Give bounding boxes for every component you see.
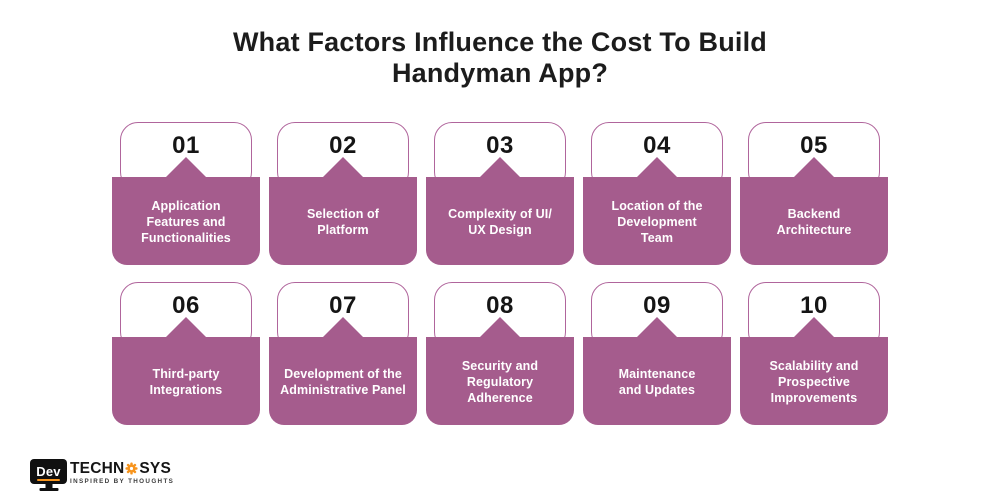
triangle-up-icon — [165, 157, 207, 178]
card-number: 10 — [800, 292, 828, 319]
triangle-up-icon — [793, 317, 835, 338]
card-label: Development of the Administrative Panel — [280, 367, 406, 397]
card-number: 04 — [643, 132, 671, 159]
triangle-up-icon — [793, 157, 835, 178]
factor-card-07: 07 Development of the Administrative Pan… — [269, 282, 417, 425]
card-row-2: 06 Third-party Integrations 07 Developme… — [112, 282, 888, 425]
card-grid: 01 Application Features and Functionalit… — [112, 122, 888, 425]
factor-card-04: 04 Location of the Development Team — [583, 122, 731, 265]
logo-tagline: INSPIRED BY THOUGHTS — [70, 478, 175, 485]
factor-card-06: 06 Third-party Integrations — [112, 282, 260, 425]
logo-brand-part2: SYS — [139, 460, 172, 477]
card-body: Development of the Administrative Panel — [269, 337, 417, 425]
card-body: Security and Regulatory Adherence — [426, 337, 574, 425]
card-number: 09 — [643, 292, 671, 319]
logo-monitor-text: Dev — [36, 464, 61, 479]
logo-text-block: TECHN SYS INSPIRED BY THO — [70, 459, 174, 485]
triangle-up-icon — [479, 157, 521, 178]
card-body: Complexity of UI/ UX Design — [426, 177, 574, 265]
card-body: Maintenance and Updates — [583, 337, 731, 425]
card-label: Backend Architecture — [776, 207, 852, 237]
card-label: Maintenance and Updates — [618, 367, 696, 397]
card-number: 01 — [172, 132, 200, 159]
card-label: Location of the Development Team — [611, 199, 703, 245]
factor-card-10: 10 Scalability and Prospective Improveme… — [740, 282, 888, 425]
card-label: Complexity of UI/ UX Design — [448, 207, 552, 237]
card-number: 08 — [486, 292, 514, 319]
card-label: Selection of Platform — [306, 207, 380, 237]
factor-card-01: 01 Application Features and Functionalit… — [112, 122, 260, 265]
triangle-up-icon — [636, 317, 678, 338]
factor-card-08: 08 Security and Regulatory Adherence — [426, 282, 574, 425]
triangle-up-icon — [322, 317, 364, 338]
card-number: 06 — [172, 292, 200, 319]
card-label: Scalability and Prospective Improvements — [769, 359, 859, 405]
card-label: Security and Regulatory Adherence — [461, 359, 539, 405]
triangle-up-icon — [322, 157, 364, 178]
triangle-up-icon — [479, 317, 521, 338]
monitor-base — [39, 488, 58, 491]
monitor-stand — [45, 484, 52, 488]
factor-card-03: 03 Complexity of UI/ UX Design — [426, 122, 574, 265]
triangle-up-icon — [636, 157, 678, 178]
factor-card-02: 02 Selection of Platform — [269, 122, 417, 265]
card-number: 02 — [329, 132, 357, 159]
card-body: Application Features and Functionalities — [112, 177, 260, 265]
devtechnosys-logo: Dev TECHN — [30, 459, 174, 491]
card-number: 05 — [800, 132, 828, 159]
card-body: Third-party Integrations — [112, 337, 260, 425]
logo-brand-name: TECHN SYS — [70, 460, 174, 477]
card-label: Third-party Integrations — [149, 367, 223, 397]
card-body: Selection of Platform — [269, 177, 417, 265]
factor-card-09: 09 Maintenance and Updates — [583, 282, 731, 425]
card-body: Scalability and Prospective Improvements — [740, 337, 888, 425]
page-title: What Factors Influence the Cost To Build… — [232, 27, 767, 88]
factor-card-05: 05 Backend Architecture — [740, 122, 888, 265]
gear-icon — [125, 462, 138, 475]
card-body: Location of the Development Team — [583, 177, 731, 265]
triangle-up-icon — [165, 317, 207, 338]
logo-brand-part1: TECHN — [70, 460, 125, 477]
card-label: Application Features and Functionalities — [141, 199, 231, 245]
card-body: Backend Architecture — [740, 177, 888, 265]
card-row-1: 01 Application Features and Functionalit… — [112, 122, 888, 265]
card-number: 07 — [329, 292, 357, 319]
card-number: 03 — [486, 132, 514, 159]
logo-accent-bar — [37, 479, 60, 481]
monitor-icon: Dev — [30, 459, 67, 491]
